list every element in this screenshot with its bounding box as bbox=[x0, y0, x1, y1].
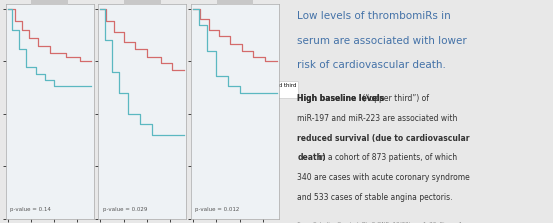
Text: risk of cardiovascular death.: risk of cardiovascular death. bbox=[298, 60, 446, 70]
Text: reduced survival (due to cardiovascular: reduced survival (due to cardiovascular bbox=[298, 134, 470, 143]
Text: From Schulte, C., et al. PLoS ONE, 10(22), pp.1–22, Figure 1: From Schulte, C., et al. PLoS ONE, 10(22… bbox=[298, 222, 462, 223]
Text: miR-197 and miR-223 are associated with: miR-197 and miR-223 are associated with bbox=[298, 114, 458, 123]
Title: miR-197: miR-197 bbox=[126, 0, 158, 2]
Title: miR-223: miR-223 bbox=[219, 0, 251, 2]
Title: miR-126: miR-126 bbox=[34, 0, 66, 2]
Text: Low levels of thrombomiRs in: Low levels of thrombomiRs in bbox=[298, 11, 451, 21]
Text: death): death) bbox=[298, 153, 326, 163]
Text: in a cohort of 873 patients, of which: in a cohort of 873 patients, of which bbox=[316, 153, 457, 163]
Text: 340 are cases with acute coronary syndrome: 340 are cases with acute coronary syndro… bbox=[298, 173, 470, 182]
Text: p-value = 0.012: p-value = 0.012 bbox=[195, 207, 240, 212]
Text: and 533 cases of stable angina pectoris.: and 533 cases of stable angina pectoris. bbox=[298, 193, 453, 202]
Text: (“upper third”) of: (“upper third”) of bbox=[359, 94, 429, 103]
Legend: First and second third, Upper third: First and second third, Upper third bbox=[225, 81, 299, 98]
Text: High baseline levels: High baseline levels bbox=[298, 94, 384, 103]
Text: p-value = 0.14: p-value = 0.14 bbox=[10, 207, 51, 212]
Text: serum are associated with lower: serum are associated with lower bbox=[298, 35, 467, 45]
Text: High baseline levels: High baseline levels bbox=[298, 94, 384, 103]
Text: p-value = 0.029: p-value = 0.029 bbox=[103, 207, 147, 212]
